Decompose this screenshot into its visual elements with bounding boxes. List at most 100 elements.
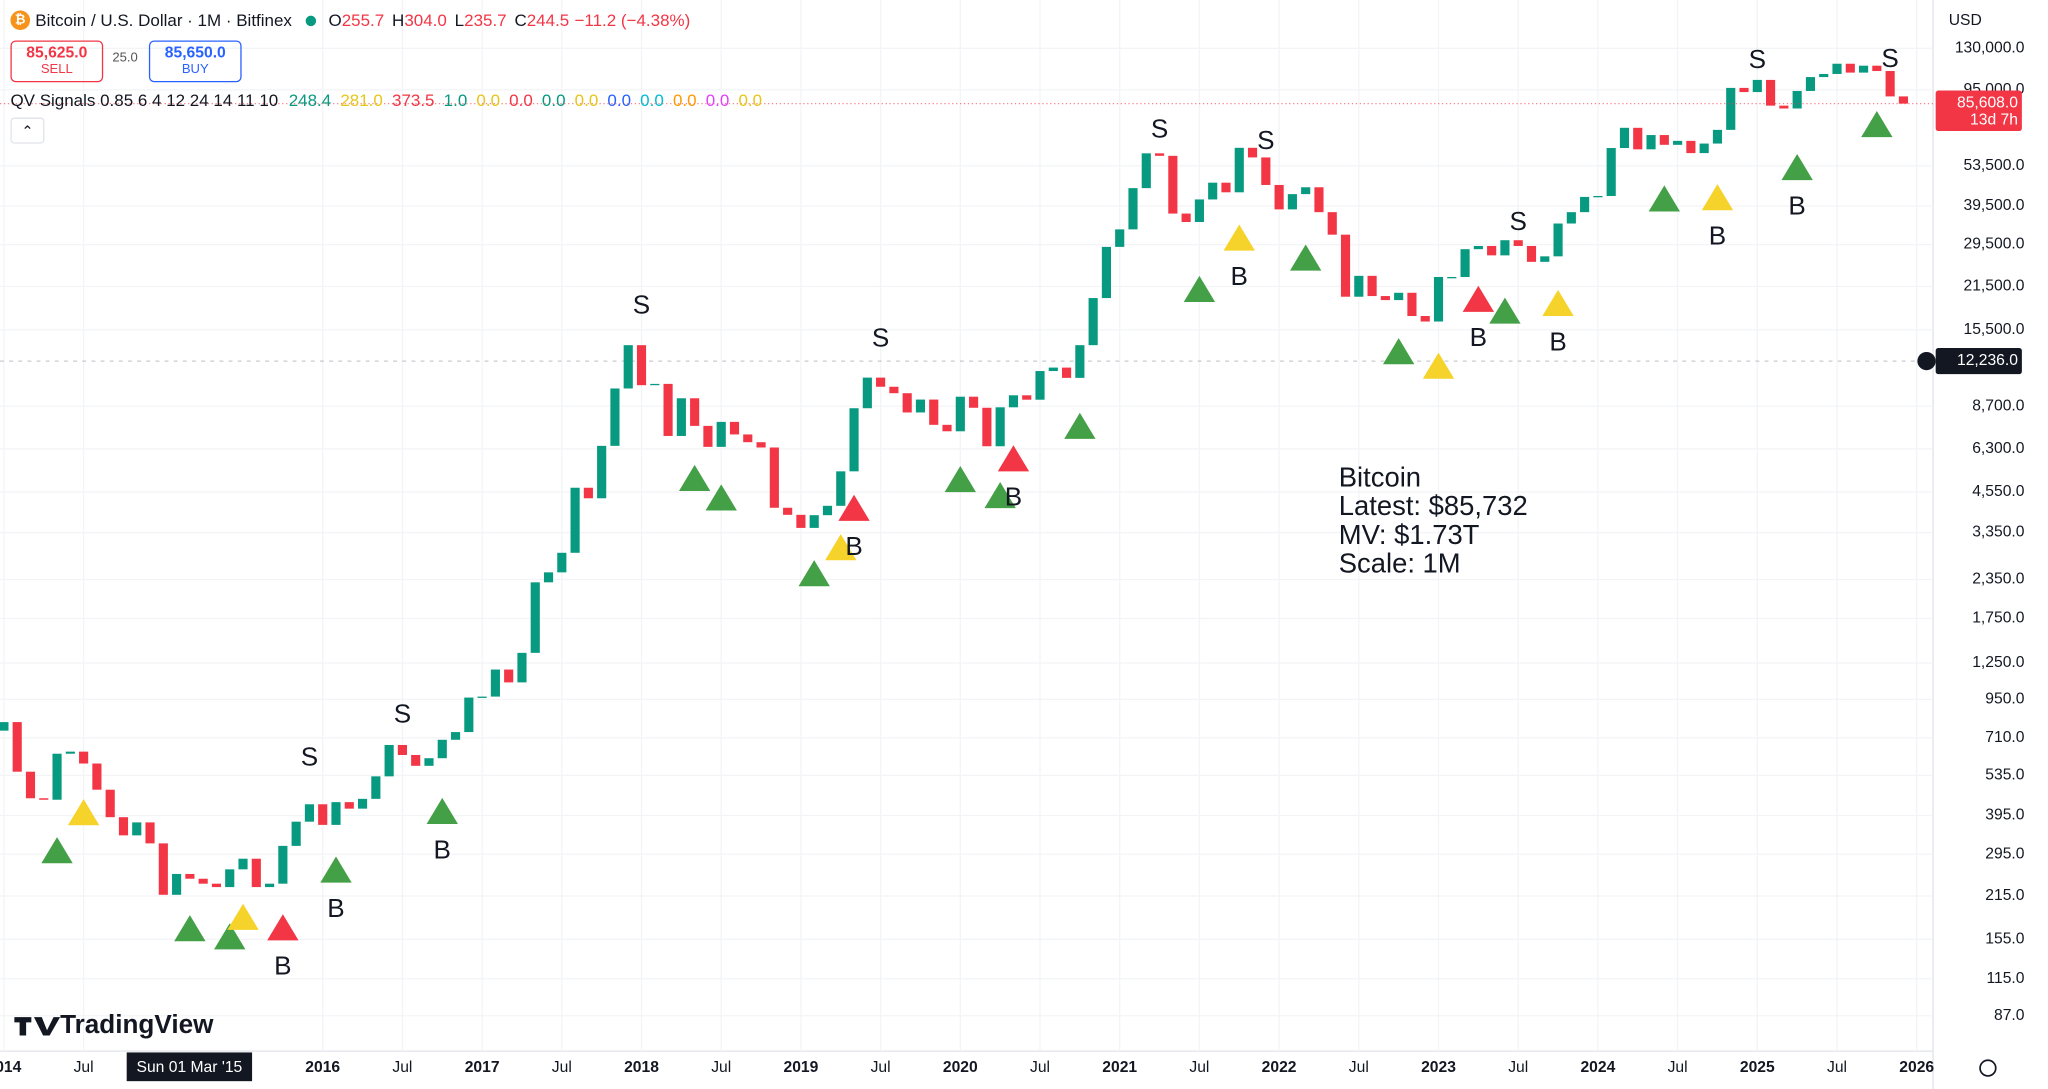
signal-label: S xyxy=(633,290,650,320)
signal-label: S xyxy=(1151,114,1168,144)
signal-triangle xyxy=(1648,185,1680,212)
signal-triangle xyxy=(984,481,1016,509)
sell-button[interactable]: 85,625.0 SELL xyxy=(10,40,104,83)
currency[interactable]: USD xyxy=(1949,12,1982,29)
ohlc-item: C244.5 xyxy=(514,10,569,30)
candle-body xyxy=(743,434,753,443)
candle-body xyxy=(0,722,9,731)
x-tick-label: Jul xyxy=(1508,1059,1528,1076)
candle-body xyxy=(623,345,633,389)
sell-price: 85,625.0 xyxy=(26,43,88,62)
candle-body xyxy=(1261,157,1271,185)
candle-body xyxy=(1513,240,1523,246)
candle-body xyxy=(769,447,779,508)
signal-triangle xyxy=(426,797,458,824)
candle-body xyxy=(822,505,833,516)
x-tick-label: Jul xyxy=(552,1059,572,1076)
candle-body xyxy=(132,822,142,836)
candle-body xyxy=(1088,298,1098,346)
indicator-name[interactable]: QV Signals 0.85 6 4 12 24 14 11 10 xyxy=(10,90,279,110)
x-tick-label: 2014 xyxy=(0,1059,22,1076)
settings-icon[interactable] xyxy=(1979,1059,1997,1077)
candle-body xyxy=(198,878,208,884)
candle-body xyxy=(1646,135,1656,150)
candle-body xyxy=(384,744,394,777)
signal-triangle xyxy=(67,799,100,826)
candle-body xyxy=(1739,87,1749,93)
symbol[interactable]: Bitcoin / U.S. Dollar · 1M · Bitfinex xyxy=(35,10,292,31)
candle-body xyxy=(1606,148,1616,196)
annotation-line: Scale: 1M xyxy=(1339,548,1461,579)
candle-body xyxy=(849,408,859,472)
signal-triangle xyxy=(1183,275,1216,302)
y-tick-label: 395.0 xyxy=(1985,807,2024,824)
x-tick-label: Jul xyxy=(74,1059,94,1076)
candle-body xyxy=(79,751,89,764)
candle-body xyxy=(929,399,939,425)
signal-triangle xyxy=(1064,412,1096,439)
x-tick-label: 2024 xyxy=(1580,1059,1615,1076)
y-tick-label: 2,350.0 xyxy=(1972,571,2025,588)
annotation-line: Bitcoin xyxy=(1339,461,1421,492)
candle-body xyxy=(1712,129,1723,144)
signal-triangle xyxy=(214,923,246,950)
candle-body xyxy=(225,869,235,888)
y-tick-label: 39,500.0 xyxy=(1964,197,2025,214)
x-tick-label: Jul xyxy=(1189,1059,1209,1076)
ohlc-key: C xyxy=(514,10,527,31)
annotation-line: MV: $1.73T xyxy=(1339,519,1480,550)
y-tick-label: 87.0 xyxy=(1994,1007,2025,1024)
candle-body xyxy=(490,669,500,697)
candle-body xyxy=(1340,234,1351,297)
y-tick-label: 4,550.0 xyxy=(1972,483,2025,500)
indicator-value: 0.0 xyxy=(607,90,632,110)
crosshair-date-box xyxy=(126,1052,253,1082)
candle-body xyxy=(982,407,992,447)
candle-body xyxy=(995,407,1005,447)
candle-body xyxy=(915,399,926,413)
candle-body xyxy=(437,739,447,759)
signal-triangle xyxy=(825,534,857,561)
sell-label: SELL xyxy=(40,62,73,78)
candle-body xyxy=(1367,275,1377,297)
signal-label: B xyxy=(1788,190,1805,220)
collapse-button[interactable]: ⌃ xyxy=(10,117,45,144)
signal-triangle xyxy=(320,856,352,883)
logo-icon xyxy=(14,1017,61,1036)
countdown: 13d 7h xyxy=(1970,112,2018,129)
candle-body xyxy=(1247,147,1258,158)
candle-body xyxy=(1792,90,1802,109)
candle-body xyxy=(65,751,75,754)
signal-triangle xyxy=(1781,153,1813,181)
candle-body xyxy=(158,843,168,895)
signal-triangle xyxy=(267,914,299,941)
signal-label: B xyxy=(434,834,451,864)
x-tick-label: 2025 xyxy=(1740,1059,1775,1076)
buy-button[interactable]: 85,650.0 BUY xyxy=(148,40,242,83)
candle-body xyxy=(1354,275,1364,297)
candle-body xyxy=(1022,395,1032,400)
signal-triangle xyxy=(1382,338,1415,365)
signal-label: B xyxy=(327,893,344,923)
logo-text[interactable]: TradingView xyxy=(60,1009,214,1039)
candle-body xyxy=(1699,143,1709,154)
signal-triangle xyxy=(1422,352,1455,379)
candle-body xyxy=(278,845,288,884)
candle-body xyxy=(1845,63,1855,73)
crosshair-plus xyxy=(1917,351,1936,371)
x-tick-label: 2022 xyxy=(1262,1059,1297,1076)
x-tick-label: 2016 xyxy=(305,1059,340,1076)
candle-body xyxy=(1301,187,1311,195)
candle-body xyxy=(597,445,607,499)
candle-body xyxy=(1208,182,1218,200)
candle-body xyxy=(1035,371,1045,400)
x-tick-label: Jul xyxy=(392,1059,412,1076)
ohlc-value: 235.7 xyxy=(464,10,507,31)
candle-body xyxy=(477,696,487,698)
x-tick-label: Jul xyxy=(1030,1059,1050,1076)
signal-triangle xyxy=(1542,289,1574,317)
candle-body xyxy=(636,345,647,386)
candle-body xyxy=(92,763,102,790)
x-tick-label: Jul xyxy=(1668,1059,1688,1076)
